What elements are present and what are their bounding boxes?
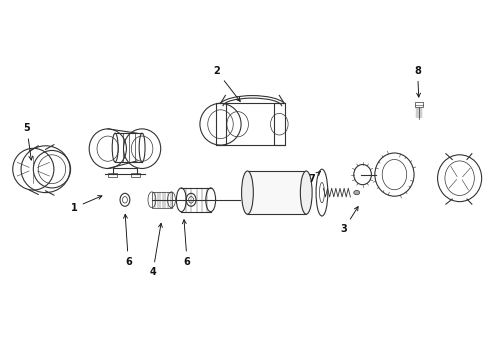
Text: 6: 6 <box>123 214 132 267</box>
Text: 6: 6 <box>182 220 191 267</box>
Ellipse shape <box>354 190 360 195</box>
Text: 7: 7 <box>309 171 320 184</box>
Ellipse shape <box>300 171 312 214</box>
Bar <box>108 173 117 177</box>
Text: 5: 5 <box>24 123 33 160</box>
Text: 2: 2 <box>213 66 240 102</box>
Ellipse shape <box>242 171 253 214</box>
Bar <box>131 173 140 177</box>
Bar <box>415 102 423 107</box>
Bar <box>216 103 226 145</box>
Text: 8: 8 <box>414 66 421 97</box>
Bar <box>247 171 306 214</box>
Text: 1: 1 <box>71 195 102 213</box>
Bar <box>274 103 285 145</box>
Bar <box>152 192 172 208</box>
Text: 3: 3 <box>341 207 358 234</box>
Text: 4: 4 <box>149 223 162 278</box>
